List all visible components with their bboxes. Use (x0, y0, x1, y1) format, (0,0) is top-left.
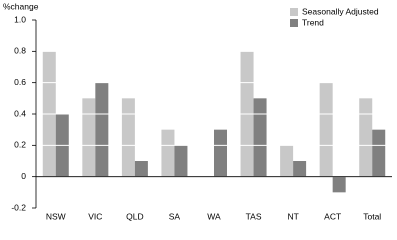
y-tick-label: 1.0 (14, 14, 26, 24)
bar (253, 98, 267, 177)
bar (134, 161, 148, 177)
y-tick-label: 0.4 (14, 108, 26, 118)
x-tick-label: Total (363, 211, 381, 221)
bar (359, 98, 373, 177)
y-tick-label: 0 (21, 171, 26, 181)
x-tick-label: ACT (324, 211, 341, 221)
y-tick-label: 0.6 (14, 77, 26, 87)
bar (319, 82, 333, 177)
bar (332, 176, 346, 193)
y-tick-label: -0.2 (11, 202, 26, 212)
bar (280, 145, 294, 177)
legend-label: Trend (302, 17, 324, 27)
legend-label: Seasonally Adjusted (302, 6, 379, 16)
bar (95, 82, 109, 177)
x-tick-label: SA (169, 211, 181, 221)
bar (121, 98, 135, 177)
bar (214, 129, 227, 177)
x-tick-label: TAS (246, 211, 262, 221)
x-tick-label: WA (207, 211, 221, 221)
bar (293, 161, 307, 177)
x-tick-label: QLD (126, 211, 143, 221)
y-tick-label: 0.2 (14, 140, 26, 150)
bar (82, 98, 96, 177)
legend-swatch (290, 19, 298, 27)
legend-swatch (290, 8, 298, 16)
chart: %change NSW VIC QLD SA WA TAS NT ACT Total -0.2 0 0… (3, 1, 392, 221)
bar (372, 129, 386, 177)
bar (161, 129, 175, 177)
bar (174, 145, 188, 177)
y-tick-label: 0.8 (14, 46, 26, 56)
x-tick-label: NT (287, 211, 298, 221)
y-axis-label: %change (3, 1, 39, 11)
x-tick-label: NSW (46, 211, 66, 221)
x-tick-label: VIC (88, 211, 102, 221)
